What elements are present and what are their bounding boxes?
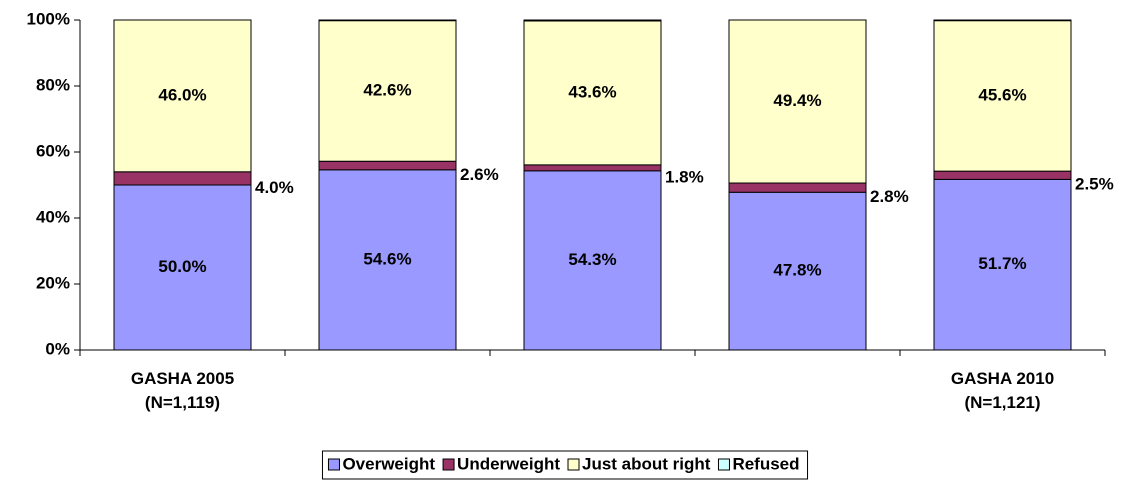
bar-segment <box>318 20 457 162</box>
bar-segment <box>933 19 1072 22</box>
legend-label: Underweight <box>457 454 560 473</box>
data-label: 2.5% <box>1075 175 1114 194</box>
bar-segment <box>113 184 252 351</box>
data-label: 54.6% <box>363 249 411 268</box>
bar-segment <box>318 19 457 22</box>
data-label: 2.8% <box>870 187 909 206</box>
bar-segment <box>523 170 662 351</box>
bar-segment <box>318 160 457 171</box>
bar-segment <box>933 20 1072 172</box>
y-tick-label: 20% <box>36 273 70 292</box>
data-label: 47.8% <box>773 261 821 280</box>
bar-segment <box>113 19 252 173</box>
data-label: 4.0% <box>255 178 294 197</box>
bar-segment <box>728 182 867 193</box>
data-label: 49.4% <box>773 91 821 110</box>
y-tick-label: 80% <box>36 75 70 94</box>
bar-segment <box>318 169 457 351</box>
x-tick-label: GASHA 2010 (N=1,121) <box>951 369 1054 412</box>
data-label: 51.7% <box>978 254 1026 273</box>
bar-segment <box>933 170 1072 180</box>
bar-segment <box>933 178 1072 351</box>
bar-segment <box>728 19 867 184</box>
legend: Overweight Underweight Just about right Ref… <box>321 450 809 480</box>
legend-swatch <box>567 458 580 471</box>
data-label: 42.6% <box>363 80 411 99</box>
legend-swatch <box>442 458 455 471</box>
legend-swatch <box>717 458 730 471</box>
bar-segment <box>728 191 867 351</box>
data-label: 1.8% <box>665 167 704 186</box>
data-label: 54.3% <box>568 250 616 269</box>
y-tick-label: 0% <box>45 339 70 358</box>
data-label: 46.0% <box>158 85 206 104</box>
bar-segment <box>523 19 662 22</box>
bar-segment <box>523 20 662 166</box>
legend-label: Just about right <box>582 454 711 473</box>
legend-label: Refused <box>732 454 799 473</box>
data-label: 50.0% <box>158 257 206 276</box>
x-tick-label-line: (N=1,119) <box>145 393 220 412</box>
y-tick-label: 40% <box>36 207 70 226</box>
data-label: 45.6% <box>978 85 1026 104</box>
x-tick-label: GASHA 2005 (N=1,119) <box>131 369 234 412</box>
bar-segment <box>113 171 252 186</box>
y-tick-label: 100% <box>27 9 70 28</box>
x-tick-label-line: GASHA 2005 <box>131 369 234 388</box>
x-tick-label-line: GASHA 2010 <box>951 369 1054 388</box>
data-label: 43.6% <box>568 82 616 101</box>
bar-segment <box>523 164 662 172</box>
legend-label: Overweight <box>342 454 435 473</box>
legend-swatch <box>327 458 340 471</box>
data-label: 2.6% <box>460 165 499 184</box>
y-tick-label: 60% <box>36 141 70 160</box>
x-tick-label-line: (N=1,121) <box>964 393 1040 412</box>
